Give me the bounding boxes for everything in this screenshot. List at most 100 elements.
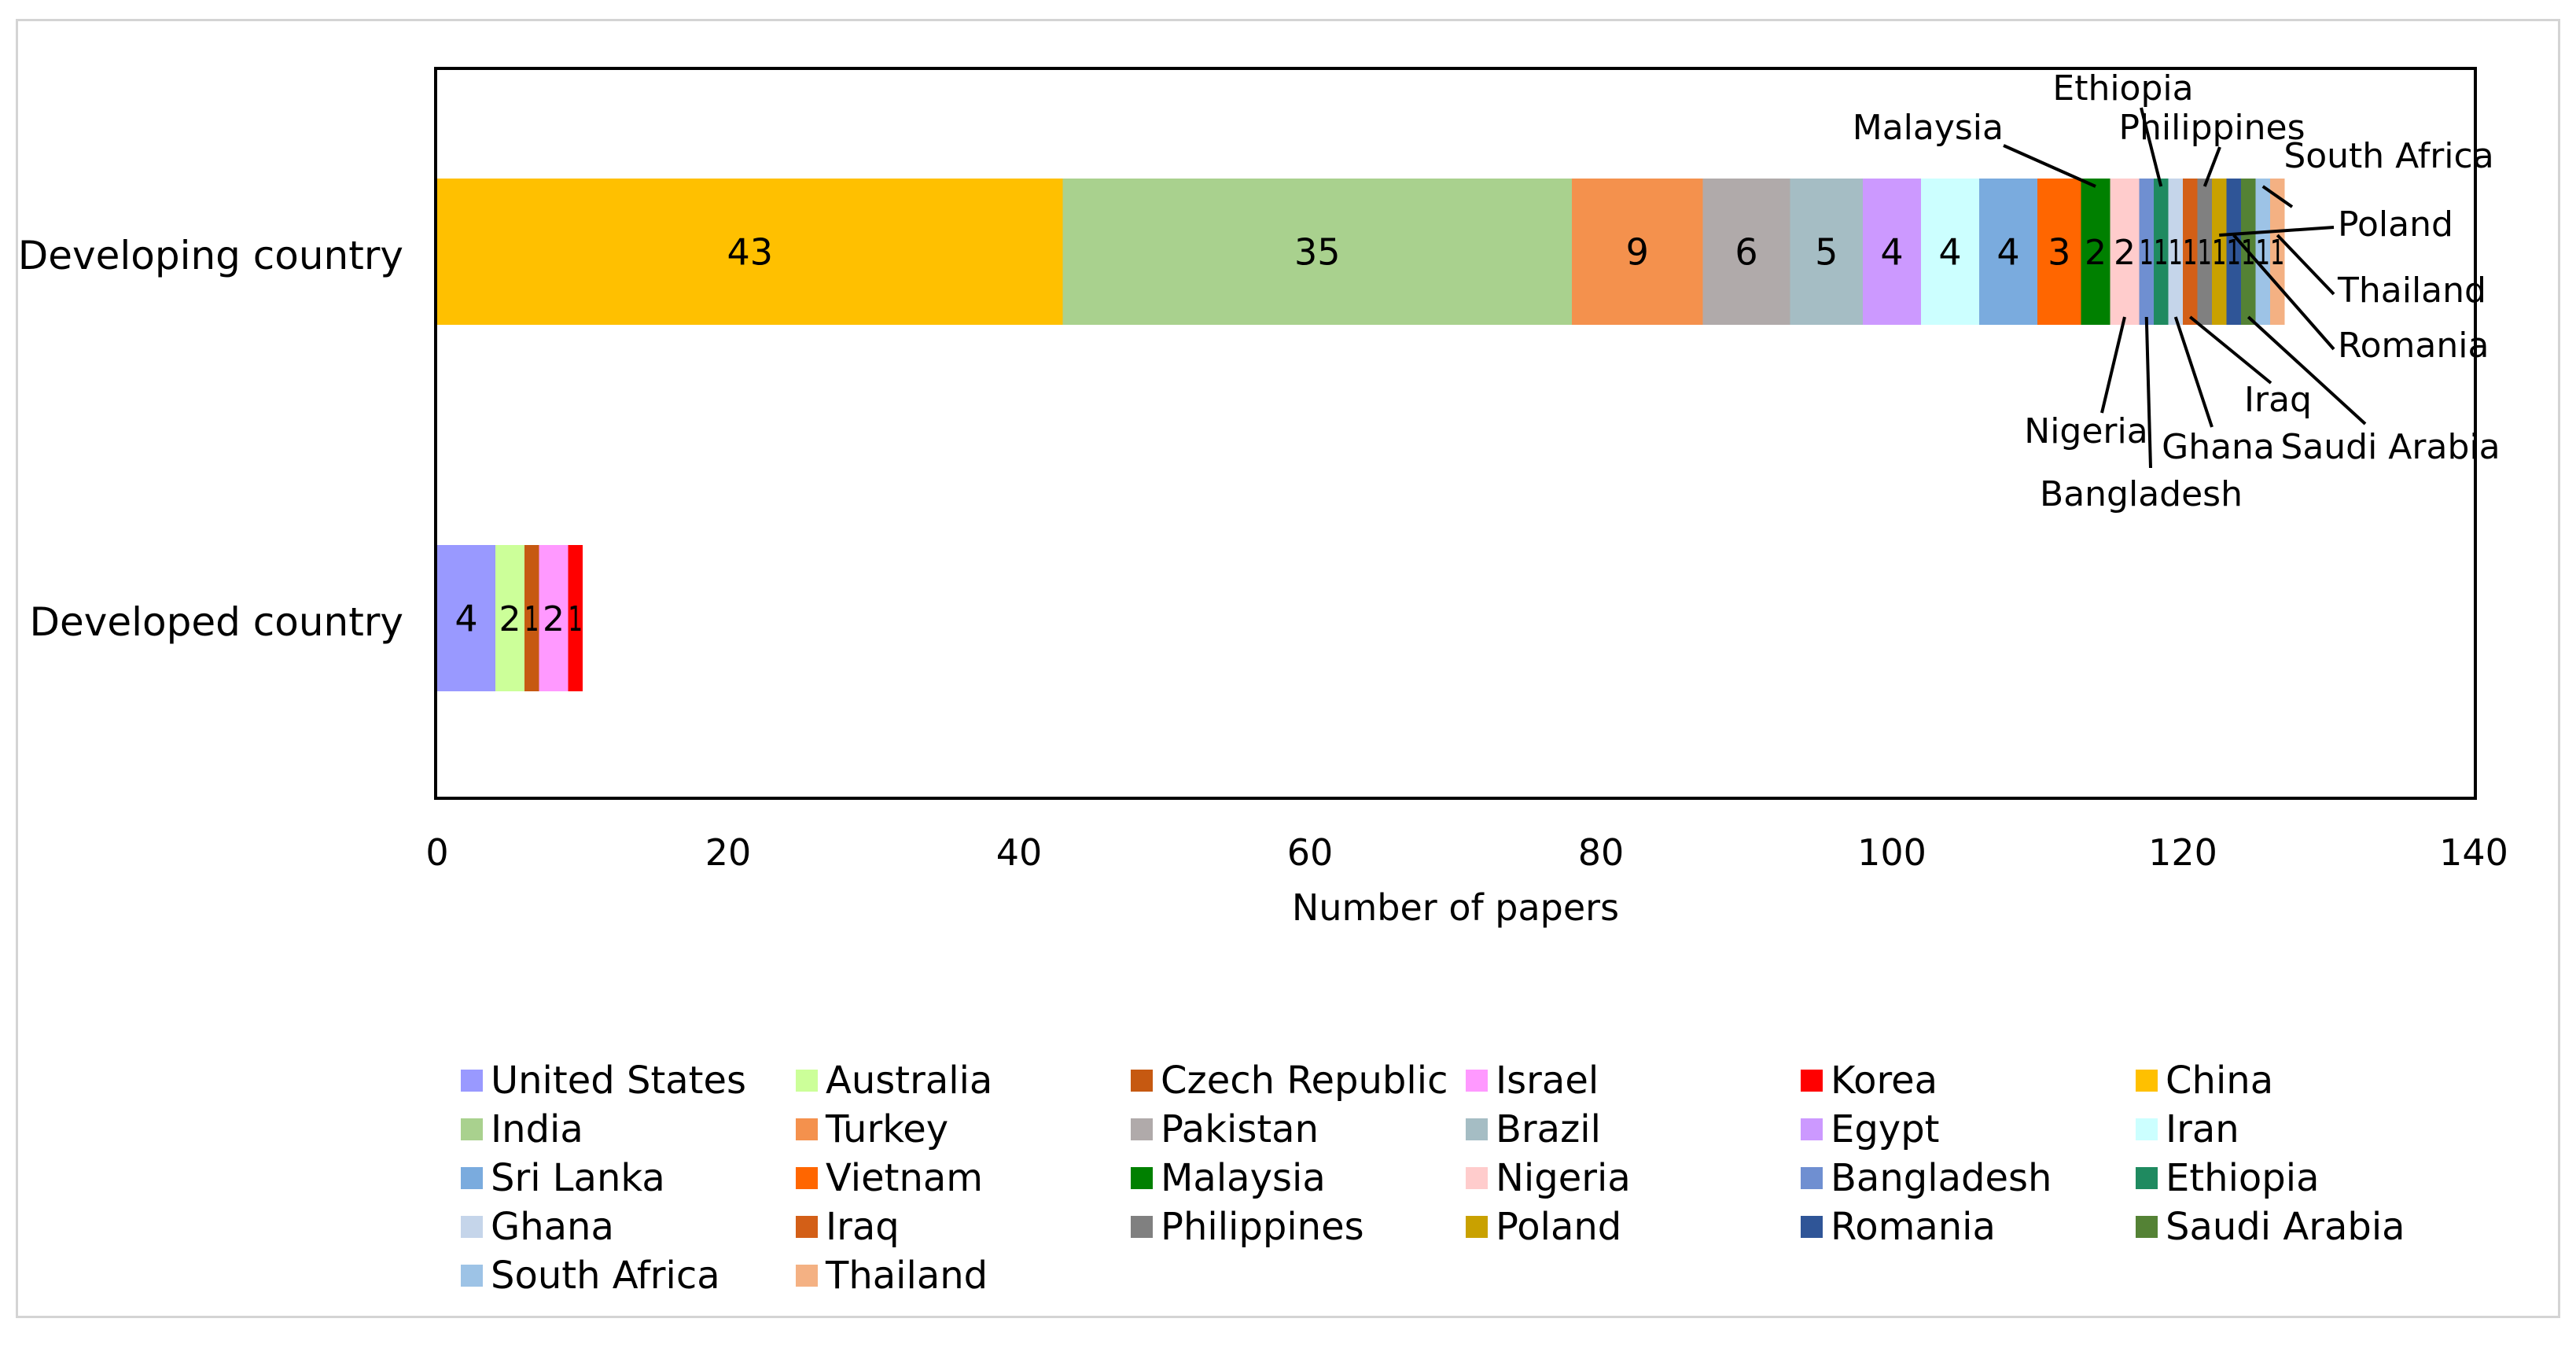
x-axis-title: Number of papers bbox=[1292, 886, 1619, 929]
legend-swatch-korea bbox=[1801, 1070, 1823, 1092]
leader-line-ethiopia bbox=[2140, 107, 2163, 187]
legend-item-vietnam: Vietnam bbox=[796, 1156, 983, 1200]
bar-developing-country-sri-lanka bbox=[1979, 179, 2037, 325]
legend-label-thailand: Thailand bbox=[825, 1254, 988, 1298]
x-tick-label-60: 60 bbox=[1287, 831, 1334, 874]
leader-line-philippines bbox=[2202, 146, 2221, 187]
legend-swatch-philippines bbox=[1131, 1216, 1153, 1238]
bar-developing-country-brazil bbox=[1790, 179, 1863, 325]
bar-developed-country-united-states bbox=[437, 545, 495, 691]
legend-item-south-africa: South Africa bbox=[461, 1254, 720, 1298]
legend-item-philippines: Philippines bbox=[1131, 1205, 1364, 1249]
data-label-developing-country-china: 43 bbox=[727, 231, 773, 274]
legend-label-korea: Korea bbox=[1831, 1059, 1938, 1103]
legend-item-united-states: United States bbox=[461, 1059, 746, 1103]
legend-label-united-states: United States bbox=[491, 1059, 746, 1103]
data-label-developed-country-korea: 1 bbox=[569, 599, 583, 639]
legend-item-iraq: Iraq bbox=[796, 1205, 900, 1249]
stacked-bar-chart: 4335965444322111111111142121 MalaysiaEth… bbox=[18, 67, 2508, 1298]
legend-label-vietnam: Vietnam bbox=[826, 1156, 983, 1200]
bar-developing-country-turkey bbox=[1572, 179, 1703, 325]
legend-item-czech-republic: Czech Republic bbox=[1131, 1059, 1448, 1103]
bar-developing-country-pakistan bbox=[1702, 179, 1790, 325]
legend-label-ghana: Ghana bbox=[491, 1205, 614, 1249]
bar-developing-country-romania bbox=[2226, 179, 2241, 325]
legend-swatch-israel bbox=[1466, 1070, 1488, 1092]
annotation-bangladesh: Bangladesh bbox=[2040, 474, 2243, 514]
bar-developing-country-iraq bbox=[2183, 179, 2198, 325]
annotation-malaysia: Malaysia bbox=[1853, 108, 2004, 148]
data-label-developing-country-nigeria: 2 bbox=[2114, 233, 2136, 273]
legend-item-thailand: Thailand bbox=[796, 1254, 988, 1298]
legend-label-india: India bbox=[491, 1107, 583, 1151]
annotation-thailand: Thailand bbox=[2337, 271, 2486, 311]
leader-line-nigeria bbox=[2100, 316, 2126, 414]
bar-developing-country-nigeria bbox=[2110, 179, 2140, 325]
legend-label-south-africa: South Africa bbox=[491, 1254, 720, 1298]
data-label-developing-country-india: 35 bbox=[1294, 231, 1341, 274]
legend-swatch-iraq bbox=[796, 1216, 818, 1238]
legend-swatch-malaysia bbox=[1131, 1167, 1153, 1189]
data-label-developing-country-sri-lanka: 4 bbox=[1996, 231, 2019, 274]
legend-label-turkey: Turkey bbox=[825, 1107, 948, 1151]
legend-swatch-pakistan bbox=[1131, 1118, 1153, 1140]
data-label-developing-country-iran: 4 bbox=[1938, 231, 1961, 274]
bar-developing-country-south-africa bbox=[2255, 179, 2270, 325]
data-label-developing-country-thailand: 1 bbox=[2270, 233, 2285, 273]
data-label-developing-country-ghana: 1 bbox=[2169, 233, 2184, 273]
bar-developing-country-poland bbox=[2212, 179, 2227, 325]
leader-line-thailand bbox=[2276, 234, 2335, 296]
legend-label-bangladesh: Bangladesh bbox=[1831, 1156, 2052, 1200]
leader-line-south-africa bbox=[2261, 185, 2294, 208]
data-label-developing-country-turkey: 9 bbox=[1626, 231, 1649, 274]
legend-swatch-ghana bbox=[461, 1216, 483, 1238]
legend-item-pakistan: Pakistan bbox=[1131, 1107, 1319, 1151]
bar-developing-country-philippines bbox=[2197, 179, 2212, 325]
legend-item-australia: Australia bbox=[796, 1059, 992, 1103]
legend-item-romania: Romania bbox=[1801, 1205, 1996, 1249]
annotation-romania: Romania bbox=[2338, 326, 2489, 366]
leader-line-bangladesh bbox=[2144, 316, 2152, 469]
data-label-developing-country-pakistan: 6 bbox=[1735, 231, 1757, 274]
legend-label-australia: Australia bbox=[826, 1059, 992, 1103]
bar-developing-country-bangladesh bbox=[2139, 179, 2154, 325]
legend-label-romania: Romania bbox=[1831, 1205, 1996, 1249]
annotation-philippines: Philippines bbox=[2118, 108, 2305, 148]
legend-swatch-saudi-arabia bbox=[2136, 1216, 2158, 1238]
legend-label-malaysia: Malaysia bbox=[1161, 1156, 1326, 1200]
legend-swatch-china bbox=[2136, 1070, 2158, 1092]
legend-swatch-india bbox=[461, 1118, 483, 1140]
legend-label-nigeria: Nigeria bbox=[1496, 1156, 1631, 1200]
legend-item-israel: Israel bbox=[1466, 1059, 1599, 1103]
data-label-developed-country-israel: 2 bbox=[543, 599, 565, 639]
legend-swatch-romania bbox=[1801, 1216, 1823, 1238]
data-label-developing-country-egypt: 4 bbox=[1880, 231, 1903, 274]
annotation-south-africa: South Africa bbox=[2283, 136, 2493, 176]
chart-frame: 4335965444322111111111142121 MalaysiaEth… bbox=[16, 19, 2560, 1318]
x-tick-label-140: 140 bbox=[2439, 831, 2508, 874]
annotation-poland: Poland bbox=[2338, 204, 2453, 245]
legend-item-egypt: Egypt bbox=[1801, 1107, 1940, 1151]
legend-swatch-vietnam bbox=[796, 1167, 818, 1189]
x-tick-label-40: 40 bbox=[996, 831, 1043, 874]
legend-item-ghana: Ghana bbox=[461, 1205, 614, 1249]
legend-item-brazil: Brazil bbox=[1466, 1107, 1601, 1151]
legend-item-india: India bbox=[461, 1107, 583, 1151]
data-label-developing-country-ethiopia: 1 bbox=[2154, 233, 2169, 273]
legend-swatch-brazil bbox=[1466, 1118, 1488, 1140]
legend-item-turkey: Turkey bbox=[796, 1107, 948, 1151]
x-tick-label-0: 0 bbox=[425, 831, 448, 874]
legend-item-iran: Iran bbox=[2136, 1107, 2239, 1151]
annotation-saudi-arabia: Saudi Arabia bbox=[2280, 427, 2500, 467]
legend-item-malaysia: Malaysia bbox=[1131, 1156, 1326, 1200]
bar-developing-country-china bbox=[437, 179, 1063, 325]
bar-developing-country-vietnam bbox=[2037, 179, 2081, 325]
legend-swatch-australia bbox=[796, 1070, 818, 1092]
leader-line-saudi-arabia bbox=[2247, 315, 2367, 425]
legend-swatch-poland bbox=[1466, 1216, 1488, 1238]
annotation-iraq: Iraq bbox=[2244, 380, 2312, 420]
legend-label-iraq: Iraq bbox=[826, 1205, 900, 1249]
legend-item-nigeria: Nigeria bbox=[1466, 1156, 1631, 1200]
x-tick-label-100: 100 bbox=[1857, 831, 1926, 874]
x-tick-label-20: 20 bbox=[705, 831, 752, 874]
